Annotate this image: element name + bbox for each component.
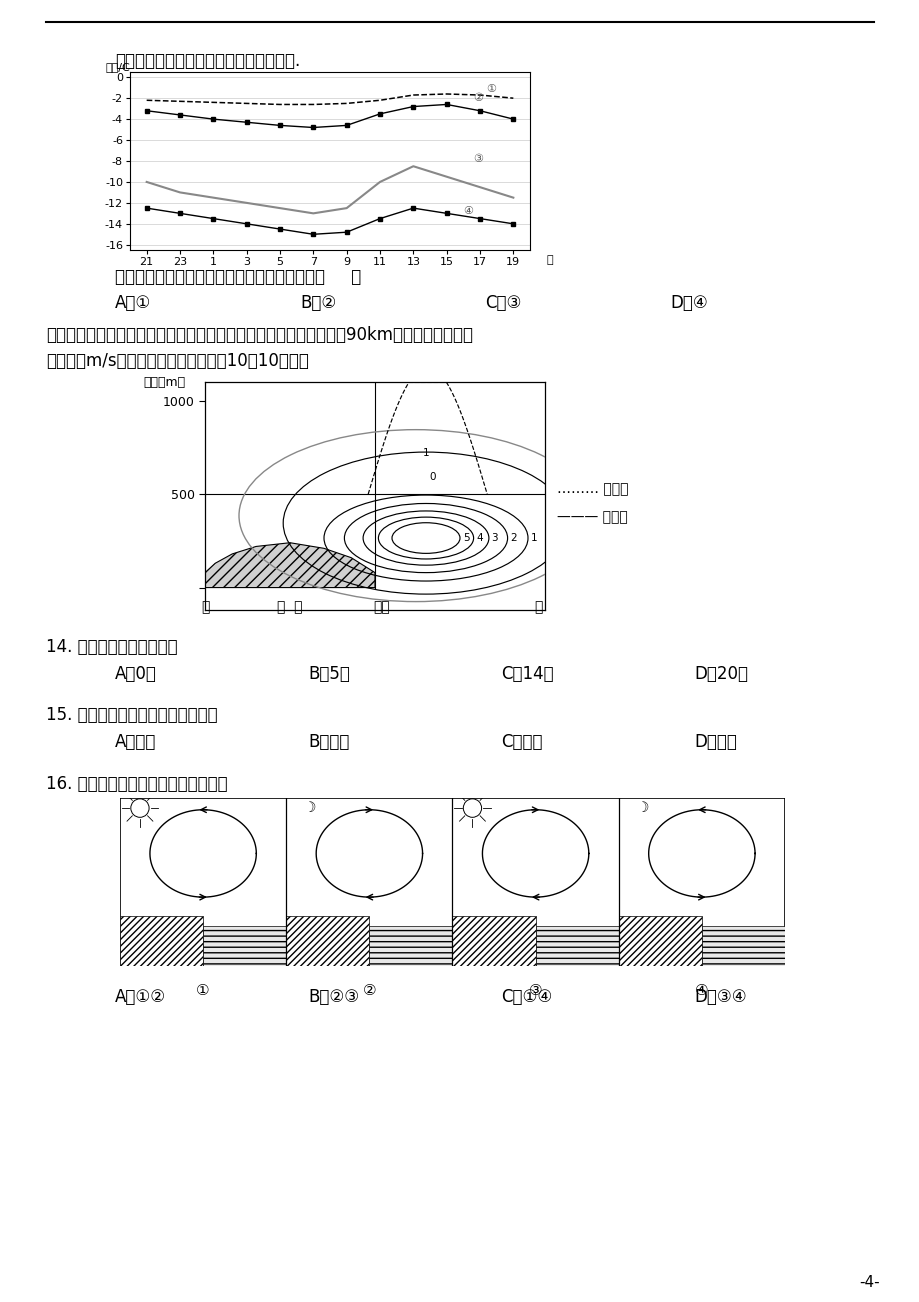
Text: D．③④: D．③④ xyxy=(693,988,746,1006)
Text: ——— 偏西风: ——— 偏西风 xyxy=(556,510,627,523)
Text: ④: ④ xyxy=(463,207,472,216)
Polygon shape xyxy=(286,915,369,966)
Text: B．②: B．② xyxy=(300,294,335,312)
Text: D．20点: D．20点 xyxy=(693,665,747,684)
Text: 4: 4 xyxy=(476,533,482,543)
Text: ②: ② xyxy=(472,94,482,103)
Text: 1: 1 xyxy=(422,448,429,458)
Text: ☽: ☽ xyxy=(635,801,648,815)
Text: ①: ① xyxy=(196,983,210,997)
Polygon shape xyxy=(119,915,203,966)
Text: 5: 5 xyxy=(462,533,469,543)
Text: D．④: D．④ xyxy=(669,294,707,312)
Text: 湖泊与湖岸之间存在着局部环流，下图为我国南方某大湖（东西宽约90km）东湖岸某时刻实: 湖泊与湖岸之间存在着局部环流，下图为我国南方某大湖（东西宽约90km）东湖岸某时… xyxy=(46,326,472,344)
Text: 时: 时 xyxy=(546,255,552,266)
Polygon shape xyxy=(203,926,286,966)
Text: 东: 东 xyxy=(533,600,542,615)
Text: B．西北: B．西北 xyxy=(308,733,349,751)
Text: ……… 偏东风: ……… 偏东风 xyxy=(556,482,628,496)
Text: 变化和丰、枯雪年的膜内平均温度日变化.: 变化和丰、枯雪年的膜内平均温度日变化. xyxy=(115,52,300,70)
Text: 湖岸: 湖岸 xyxy=(373,600,390,615)
Text: 高度（m）: 高度（m） xyxy=(143,376,186,389)
Text: 0: 0 xyxy=(429,473,436,482)
Text: 图中表示枯雪年膜内平均温度日变化的曲线是（     ）: 图中表示枯雪年膜内平均温度日变化的曲线是（ ） xyxy=(115,268,361,286)
Text: ③: ③ xyxy=(472,154,482,164)
Text: ①: ① xyxy=(486,85,496,95)
Text: 16. 图中正确表示海陆热力环流的是：: 16. 图中正确表示海陆热力环流的是： xyxy=(46,775,227,793)
Polygon shape xyxy=(618,915,701,966)
Polygon shape xyxy=(369,926,452,966)
Text: ④: ④ xyxy=(695,983,708,997)
Text: B．5点: B．5点 xyxy=(308,665,349,684)
Text: 测风速（m/s）垂直剑面图，读图完成10～10问题。: 测风速（m/s）垂直剑面图，读图完成10～10问题。 xyxy=(46,352,309,370)
Text: 3: 3 xyxy=(491,533,498,543)
Text: 西: 西 xyxy=(200,600,209,615)
Polygon shape xyxy=(452,915,535,966)
Text: A．①: A．① xyxy=(115,294,151,312)
Text: 14. 此时最接近当地地方时: 14. 此时最接近当地地方时 xyxy=(46,638,177,656)
Text: D．西南: D．西南 xyxy=(693,733,736,751)
Text: C．①④: C．①④ xyxy=(501,988,551,1006)
Text: 2: 2 xyxy=(510,533,516,543)
Polygon shape xyxy=(205,543,375,587)
Polygon shape xyxy=(535,926,618,966)
Text: ☽: ☽ xyxy=(303,801,315,815)
Text: 气温/C: 气温/C xyxy=(105,62,130,72)
Text: 15. 此时湖泊东岸旗杆上的红旗飘向: 15. 此时湖泊东岸旗杆上的红旗飘向 xyxy=(46,706,218,724)
Text: 1: 1 xyxy=(530,533,537,543)
Text: -4-: -4- xyxy=(858,1275,879,1290)
Text: C．东北: C．东北 xyxy=(501,733,542,751)
Text: B．②③: B．②③ xyxy=(308,988,358,1006)
Text: ②: ② xyxy=(362,983,376,997)
Text: A．东南: A．东南 xyxy=(115,733,156,751)
Text: 湖  泊: 湖 泊 xyxy=(277,600,302,615)
Text: A．①②: A．①② xyxy=(115,988,166,1006)
Text: C．③: C．③ xyxy=(484,294,521,312)
Text: A．0点: A．0点 xyxy=(115,665,157,684)
Text: C．14点: C．14点 xyxy=(501,665,553,684)
Polygon shape xyxy=(701,926,784,966)
Text: ③: ③ xyxy=(528,983,542,997)
